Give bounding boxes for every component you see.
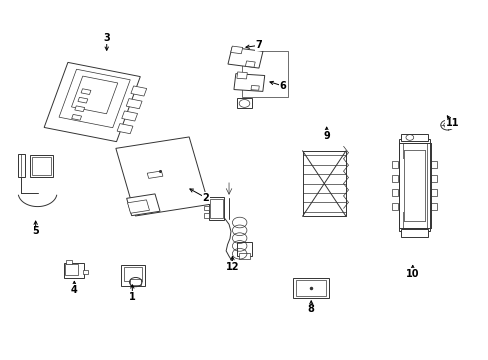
Bar xyxy=(242,51,287,98)
Bar xyxy=(392,189,397,196)
Bar xyxy=(237,242,251,256)
Polygon shape xyxy=(72,114,81,120)
Text: 2: 2 xyxy=(202,193,209,203)
Bar xyxy=(30,155,53,177)
Polygon shape xyxy=(227,47,263,68)
Bar xyxy=(18,154,24,177)
Bar xyxy=(204,213,209,217)
Text: 3: 3 xyxy=(103,33,110,43)
Bar xyxy=(392,203,397,210)
Polygon shape xyxy=(233,74,264,91)
Polygon shape xyxy=(78,97,88,103)
Bar xyxy=(66,260,72,264)
Polygon shape xyxy=(245,61,255,67)
Polygon shape xyxy=(131,86,146,96)
Text: 12: 12 xyxy=(225,262,239,272)
Bar xyxy=(392,161,397,168)
Polygon shape xyxy=(75,106,84,112)
Bar xyxy=(398,139,429,231)
Polygon shape xyxy=(401,134,427,141)
Polygon shape xyxy=(147,171,163,179)
Bar xyxy=(32,157,51,175)
Text: 10: 10 xyxy=(405,269,419,279)
Bar xyxy=(204,199,209,203)
Text: 7: 7 xyxy=(255,40,262,50)
Polygon shape xyxy=(401,229,427,237)
Bar xyxy=(130,279,141,285)
Text: 8: 8 xyxy=(307,304,314,314)
Text: 5: 5 xyxy=(32,226,39,237)
Bar xyxy=(430,189,436,196)
Polygon shape xyxy=(127,200,149,213)
Text: 6: 6 xyxy=(279,81,286,91)
Bar xyxy=(302,151,346,216)
Polygon shape xyxy=(230,46,242,54)
Bar xyxy=(210,199,222,218)
Bar xyxy=(121,265,145,286)
Polygon shape xyxy=(122,111,137,121)
Bar xyxy=(292,278,329,298)
Text: 4: 4 xyxy=(71,285,78,295)
Polygon shape xyxy=(117,123,133,134)
Bar xyxy=(296,280,325,296)
Polygon shape xyxy=(71,76,118,114)
Bar xyxy=(400,159,415,212)
Bar xyxy=(402,143,426,228)
Bar xyxy=(239,253,249,260)
Bar xyxy=(204,206,209,211)
Text: 9: 9 xyxy=(323,131,329,141)
Bar xyxy=(124,267,142,281)
Text: 1: 1 xyxy=(129,292,136,302)
Polygon shape xyxy=(44,62,140,141)
Bar xyxy=(392,175,397,182)
Bar xyxy=(430,175,436,182)
Text: 11: 11 xyxy=(445,118,458,128)
Polygon shape xyxy=(126,194,160,216)
Polygon shape xyxy=(126,99,142,109)
Bar xyxy=(64,263,83,278)
Bar xyxy=(430,203,436,210)
Bar xyxy=(64,264,78,275)
Bar xyxy=(430,161,436,168)
Polygon shape xyxy=(236,72,247,79)
Polygon shape xyxy=(250,85,259,90)
Polygon shape xyxy=(116,137,208,216)
Polygon shape xyxy=(81,89,91,95)
Polygon shape xyxy=(59,69,130,128)
Bar xyxy=(83,270,88,274)
Bar xyxy=(208,197,224,220)
Bar xyxy=(236,99,252,108)
